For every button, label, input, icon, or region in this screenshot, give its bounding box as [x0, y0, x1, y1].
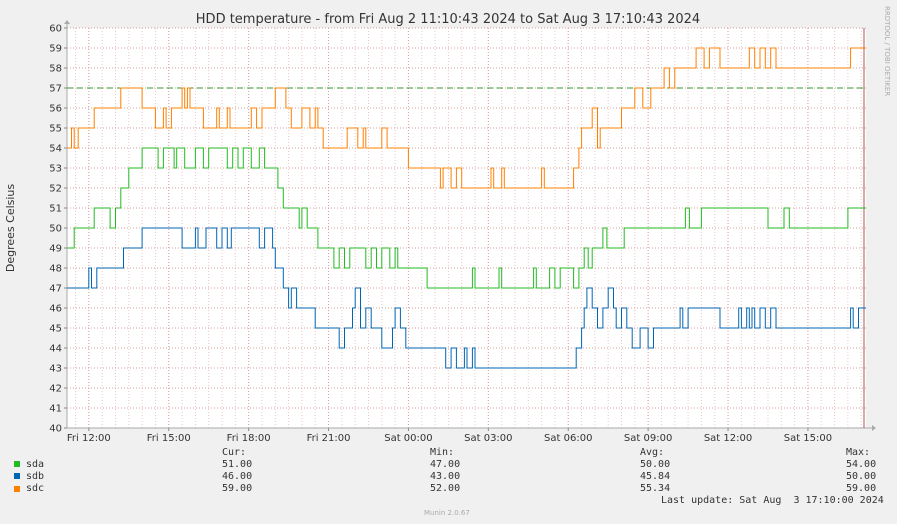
x-tick-label: Sat 06:00	[544, 433, 592, 444]
y-tick-label: 45	[49, 324, 62, 335]
x-tick-label: Fri 21:00	[307, 433, 351, 444]
y-tick-label: 48	[49, 264, 62, 275]
y-tick-label: 55	[49, 124, 62, 135]
y-tick-label: 56	[49, 104, 62, 115]
y-tick-label: 40	[49, 424, 62, 435]
y-tick-label: 51	[49, 204, 62, 215]
y-tick-label: 53	[49, 164, 62, 175]
x-tick-label: Sat 00:00	[384, 433, 432, 444]
chart-title: HDD temperature - from Fri Aug 2 11:10:4…	[196, 12, 700, 27]
series-line-sda	[67, 147, 866, 289]
y-tick-label: 43	[49, 364, 62, 375]
x-tick-label: Fri 15:00	[147, 433, 191, 444]
y-tick-label: 54	[49, 144, 62, 155]
x-tick-label: Sat 15:00	[784, 433, 832, 444]
x-tick-label: Fri 12:00	[67, 433, 111, 444]
series-line-sdb	[67, 227, 866, 369]
series-line-sdc	[67, 47, 866, 189]
side-watermark: RRDTOOL / TOBI OETIKER	[883, 6, 891, 96]
y-tick-label: 49	[49, 244, 62, 255]
x-tick-label: Sat 09:00	[624, 433, 672, 444]
y-tick-label: 41	[49, 404, 62, 415]
x-axis-arrow	[872, 425, 876, 431]
y-tick-label: 46	[49, 304, 62, 315]
y-tick-label: 59	[49, 44, 62, 55]
y-tick-label: 52	[49, 184, 62, 195]
series-lines	[67, 47, 866, 369]
y-tick-label: 57	[49, 84, 62, 95]
y-tick-label: 60	[49, 24, 62, 35]
grid	[67, 27, 866, 429]
y-tick-label: 58	[49, 64, 62, 75]
y-axis-label: Degrees Celsius	[4, 184, 17, 273]
y-tick-label: 44	[49, 344, 62, 355]
x-tick-label: Fri 18:00	[227, 433, 271, 444]
axes: 40 41 42 43 44 45 46 47 48 49 50 51 52 53 54 55 56 57 58 59…	[49, 20, 876, 444]
x-tick-label: Sat 03:00	[464, 433, 512, 444]
y-tick-label: 50	[49, 224, 62, 235]
x-tick-label: Sat 12:00	[704, 433, 752, 444]
y-axis-arrow	[64, 20, 70, 24]
y-tick-label: 42	[49, 384, 62, 395]
y-tick-label: 47	[49, 284, 62, 295]
